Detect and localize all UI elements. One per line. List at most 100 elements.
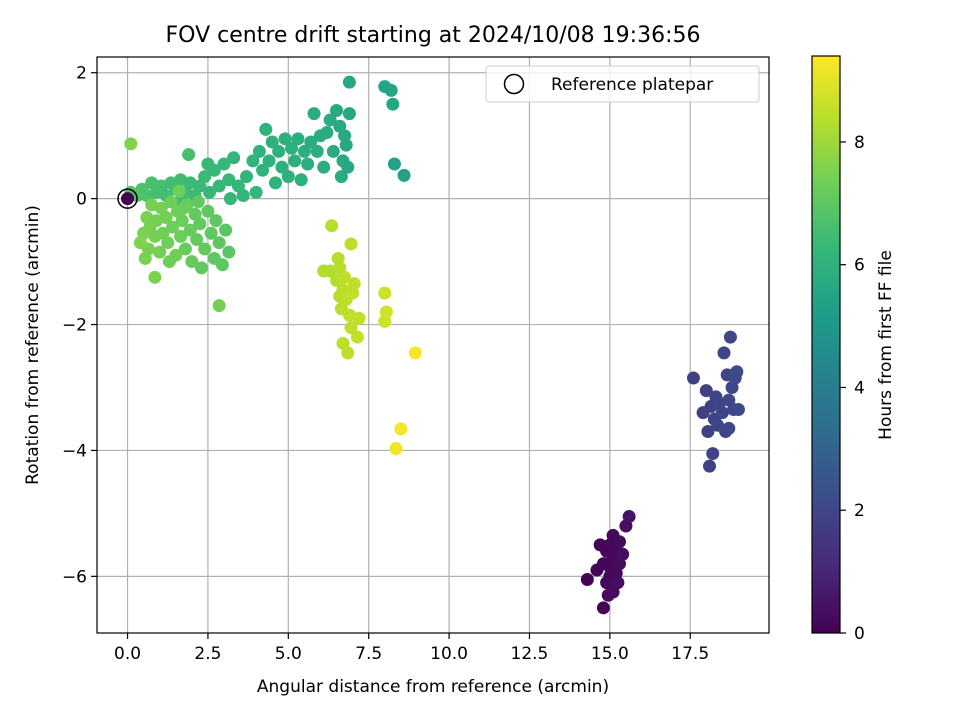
- data-point: [262, 154, 276, 168]
- data-point: [304, 135, 318, 149]
- data-point: [397, 168, 411, 182]
- data-point: [201, 157, 215, 171]
- x-tick-label: 7.5: [355, 644, 382, 664]
- data-point: [703, 459, 717, 473]
- data-point: [389, 442, 403, 456]
- data-point: [686, 371, 700, 385]
- data-point: [325, 219, 339, 233]
- data-point: [138, 251, 152, 265]
- data-point: [611, 576, 625, 590]
- plot-frame: [96, 56, 770, 634]
- data-point: [612, 535, 626, 549]
- data-point: [161, 236, 175, 250]
- chart-title: FOV centre drift starting at 2024/10/08 …: [166, 23, 701, 48]
- x-tick-label: 12.5: [511, 644, 549, 664]
- data-point: [133, 236, 147, 250]
- data-point: [223, 192, 237, 206]
- data-point: [307, 107, 321, 121]
- y-tick-label: 2: [76, 64, 87, 84]
- data-point: [288, 154, 302, 168]
- x-axis-ticks: 0.0 2.5 5.0 7.5 10.0 12.5 15.0 17.5: [114, 633, 709, 664]
- data-point: [177, 201, 191, 215]
- data-point: [143, 220, 157, 234]
- x-tick-label: 5.0: [275, 644, 302, 664]
- data-point: [240, 170, 254, 184]
- reference-point: [121, 192, 135, 206]
- data-point: [252, 144, 266, 158]
- data-point: [731, 403, 745, 417]
- data-point: [387, 157, 401, 171]
- grid-lines: [97, 57, 769, 633]
- data-point: [256, 163, 270, 177]
- data-point: [347, 277, 361, 291]
- data-point: [222, 245, 236, 259]
- y-tick-label: −6: [62, 567, 87, 587]
- x-tick-label: 15.0: [591, 644, 629, 664]
- data-point: [227, 151, 241, 165]
- data-point: [159, 211, 173, 225]
- data-point: [190, 233, 204, 247]
- data-point: [204, 226, 218, 240]
- data-point: [334, 170, 348, 184]
- data-point: [342, 75, 356, 89]
- data-point: [294, 173, 308, 187]
- data-point: [352, 311, 366, 325]
- data-point: [723, 330, 737, 344]
- data-point: [198, 170, 212, 184]
- data-point: [379, 305, 393, 319]
- data-point: [378, 286, 392, 300]
- colorbar-tick-label: 6: [854, 256, 865, 276]
- y-tick-label: −4: [62, 441, 87, 461]
- data-point: [212, 236, 226, 250]
- colorbar-tick-label: 8: [854, 133, 865, 153]
- data-point: [301, 157, 315, 171]
- data-point: [341, 346, 355, 360]
- data-point: [182, 148, 196, 162]
- data-point: [601, 588, 615, 602]
- data-point: [386, 97, 400, 111]
- data-point: [275, 160, 289, 174]
- data-point: [178, 242, 192, 256]
- x-tick-label: 10.0: [430, 644, 468, 664]
- data-point: [730, 365, 744, 379]
- colorbar-tick-label: 0: [854, 624, 865, 644]
- data-point: [201, 204, 215, 218]
- legend-box: [485, 65, 760, 103]
- data-point: [341, 160, 355, 174]
- data-point: [622, 510, 636, 524]
- y-axis-ticks: 2 0 −2 −4 −6: [62, 64, 97, 587]
- data-point: [268, 176, 282, 190]
- data-point: [222, 173, 236, 187]
- data-points: [117, 75, 745, 615]
- legend-marker-ring: [503, 73, 525, 95]
- data-point: [291, 132, 305, 146]
- data-point: [699, 384, 713, 398]
- data-point: [183, 223, 197, 237]
- legend: Reference platepar: [485, 65, 760, 103]
- data-point: [320, 126, 334, 140]
- colorbar-tick-label: 2: [854, 501, 865, 521]
- data-point: [717, 346, 731, 360]
- colorbar-tick-label: 4: [854, 378, 865, 398]
- data-point: [338, 270, 352, 284]
- data-point: [174, 229, 188, 243]
- colorbar-frame: [811, 55, 841, 634]
- data-point: [297, 144, 311, 158]
- x-tick-label: 2.5: [194, 644, 221, 664]
- data-point: [148, 270, 162, 284]
- y-axis-label: Rotation from reference (arcmin): [23, 205, 43, 485]
- data-point: [326, 144, 340, 158]
- data-point: [212, 179, 226, 193]
- data-point: [339, 138, 353, 152]
- data-point: [616, 547, 630, 561]
- data-point: [153, 245, 167, 259]
- data-point: [175, 214, 189, 228]
- data-point: [191, 195, 205, 209]
- data-point: [580, 572, 594, 586]
- data-point: [219, 223, 233, 237]
- data-point: [330, 104, 344, 118]
- data-point: [166, 220, 180, 234]
- data-point: [344, 321, 358, 335]
- colorbar-label: Hours from first FF file: [876, 250, 896, 440]
